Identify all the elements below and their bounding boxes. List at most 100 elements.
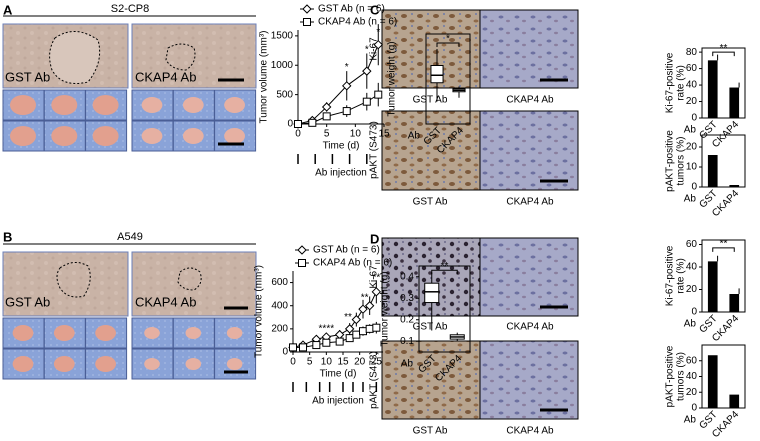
significance: ** (361, 292, 369, 303)
y-axis-label: Tumor weight (g) (387, 41, 398, 116)
marker (342, 107, 351, 116)
y-tick-label: 40 (686, 262, 698, 273)
bar (707, 261, 718, 312)
marker (322, 338, 331, 347)
y-tick-label: 20 (686, 96, 698, 107)
y-tick-label: 60 (686, 63, 698, 74)
significance: ** (720, 43, 728, 54)
tumor-grid (2, 317, 257, 380)
photo-label: GST Ab (413, 95, 448, 106)
plot-frame (701, 47, 746, 119)
x-tick-label: 0 (295, 129, 301, 140)
x-tick-label: 10 (321, 357, 333, 368)
tumor-grid (2, 89, 257, 152)
ihc-image (381, 340, 481, 420)
x-tick-label: 20 (354, 357, 366, 368)
x-tick-label: 15 (378, 129, 390, 140)
y-tick-label: 1000 (271, 60, 294, 71)
y-axis-label: Tumor volume (mm³) (254, 265, 265, 358)
significance-bracket (431, 269, 458, 275)
bar (707, 60, 718, 118)
tumor (92, 126, 119, 146)
y-axis-label: pAKT-positive (665, 345, 676, 407)
y-tick-label: 200 (271, 323, 288, 334)
tumor (185, 327, 202, 339)
panel-title: S2-CP8 (111, 3, 150, 15)
mouse-photo (131, 23, 257, 89)
y-tick-label: 0 (691, 113, 697, 124)
marker (362, 66, 372, 76)
row-label: pAKT (S473) (369, 121, 380, 179)
photo-label: GST Ab (413, 426, 448, 437)
photo-label: CKAP4 Ab (506, 95, 554, 106)
y-axis-label: rate (%) (676, 65, 687, 101)
panel-title: A549 (117, 231, 143, 243)
tumor (51, 95, 78, 115)
x-axis-label: Time (d) (320, 369, 357, 380)
bar (729, 185, 740, 187)
y-tick-label: 40 (686, 371, 698, 382)
marker (352, 330, 361, 339)
injection-label: Ab injection (315, 168, 367, 179)
panel-label: D (370, 231, 379, 246)
tumor (224, 128, 246, 144)
tumor (12, 325, 34, 341)
tumor (141, 128, 163, 144)
tumor (95, 356, 116, 372)
bar (729, 87, 740, 118)
marker (299, 343, 307, 352)
panel-label: C (370, 2, 380, 17)
ihc-image (479, 9, 579, 89)
tumor-photo (85, 120, 128, 152)
tumor (10, 95, 36, 115)
ihc-image (381, 110, 481, 191)
series-line (297, 44, 379, 125)
tumor (182, 128, 204, 144)
y-axis-label: Ki-67-positive (665, 245, 676, 306)
significance-bracket (712, 51, 735, 57)
tumor (226, 327, 243, 339)
significance-bracket (436, 42, 460, 47)
x-tick-label: 25 (371, 357, 383, 368)
plot-frame (418, 265, 471, 353)
y-axis-label: pAKT-positive (665, 130, 676, 192)
y-tick-label: 0.3 (400, 293, 414, 304)
bar (729, 394, 740, 408)
tumor (12, 356, 34, 372)
plot-frame (425, 33, 471, 125)
tumor-photo (131, 89, 174, 121)
tumor (141, 97, 163, 113)
x-tick-label: 5 (324, 129, 330, 140)
mouse-photo (2, 251, 129, 317)
marker (344, 324, 355, 334)
marker (342, 81, 352, 91)
y-axis-label: tumors (%) (676, 352, 687, 401)
legend-marker (303, 18, 311, 26)
photo-label: CKAP4 Ab (506, 322, 554, 333)
legend-label: GST Ab (n = 6) (313, 245, 380, 256)
photo-label: GST Ab (5, 294, 50, 309)
panel-a: A S2-CP8 GST Ab CKAP4 Ab (2, 2, 257, 152)
y-axis-label: rate (%) (676, 258, 687, 294)
y-tick-label: 40 (686, 80, 698, 91)
y-axis-label: Tumor volume (mm³) (259, 31, 270, 124)
marker (365, 324, 374, 333)
row-label: Ki-67 (369, 37, 380, 61)
y-tick-label: 80 (686, 47, 698, 58)
y-tick-label: 0 (287, 119, 293, 130)
legend-marker (298, 259, 306, 267)
photo-label: CKAP4 Ab (135, 294, 196, 309)
panel-c: C Ki-67 GST Ab CKAP4 Ab pAKT (S473) GST … (369, 2, 579, 208)
ihc-image (479, 340, 579, 420)
significance-bracket (712, 247, 735, 252)
box (424, 282, 440, 304)
photo-label: CKAP4 Ab (135, 69, 196, 84)
marker (294, 120, 302, 128)
photo-label: CKAP4 Ab (506, 426, 554, 437)
significance: * (365, 45, 369, 56)
significance: **** (319, 323, 335, 334)
ihc-image (381, 237, 481, 317)
marker (372, 323, 381, 332)
tumor (53, 325, 75, 341)
